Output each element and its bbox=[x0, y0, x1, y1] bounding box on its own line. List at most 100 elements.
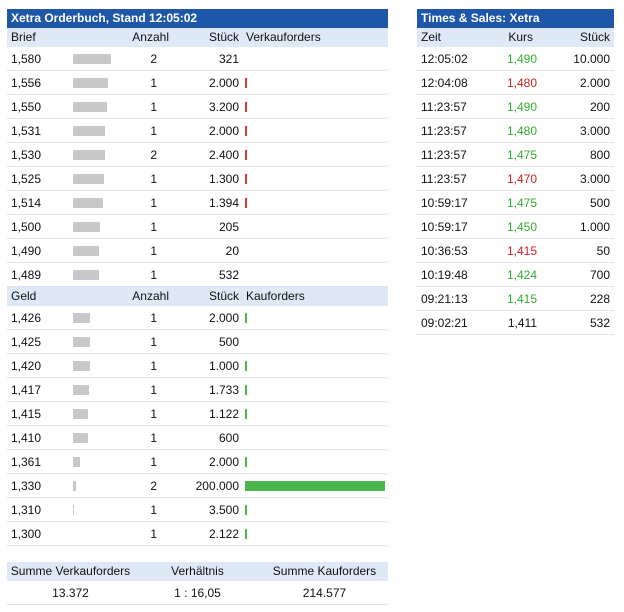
price-cell: 1,514 bbox=[11, 196, 42, 210]
price-cell: 1,361 bbox=[11, 455, 42, 469]
count-cell: 1 bbox=[150, 383, 157, 397]
qty-cell: 1.000 bbox=[208, 359, 239, 373]
depth-bar bbox=[73, 54, 111, 64]
bid-row: 1,330 2 200.000 bbox=[7, 474, 388, 498]
bid-row: 1,420 1 1.000 bbox=[7, 354, 388, 378]
count-cell: 1 bbox=[150, 100, 157, 114]
trade-price: 1,490 bbox=[506, 52, 537, 66]
price-cell: 1,425 bbox=[11, 335, 42, 349]
price-cell: 1,489 bbox=[11, 268, 42, 282]
qty-cell: 2.400 bbox=[208, 148, 239, 162]
trade-price: 1,415 bbox=[506, 292, 537, 306]
bid-row: 1,417 1 1.733 bbox=[7, 378, 388, 402]
count-cell: 1 bbox=[150, 311, 157, 325]
trade-qty: 3.000 bbox=[579, 172, 610, 186]
trade-time: 11:23:57 bbox=[421, 172, 467, 186]
summary-values: 13.372 1 : 16,05 214.577 bbox=[7, 581, 388, 605]
summary-buy-value: 214.577 bbox=[302, 586, 347, 600]
depth-bar bbox=[73, 174, 104, 184]
trade-qty: 800 bbox=[589, 148, 610, 162]
qty-cell: 20 bbox=[225, 244, 239, 258]
count-cell: 1 bbox=[150, 196, 157, 210]
depth-bar bbox=[73, 222, 100, 232]
qty-cell: 532 bbox=[218, 268, 239, 282]
trade-price: 1,411 bbox=[507, 316, 537, 330]
summary-buy-label: Summe Kauforders bbox=[272, 564, 377, 578]
bid-row: 1,410 1 600 bbox=[7, 426, 388, 450]
ask-header: Brief Anzahl Stück Verkauforders bbox=[7, 28, 388, 47]
price-cell: 1,420 bbox=[11, 359, 42, 373]
trade-time: 11:23:57 bbox=[421, 148, 467, 162]
qty-cell: 205 bbox=[218, 220, 239, 234]
depth-bar bbox=[73, 102, 107, 112]
depth-bar bbox=[73, 361, 90, 371]
qty-cell: 2.000 bbox=[208, 311, 239, 325]
count-cell: 1 bbox=[150, 431, 157, 445]
trade-row: 09:21:13 1,415 228 bbox=[417, 287, 614, 311]
sell-volume-bar bbox=[245, 150, 247, 160]
depth-bar bbox=[73, 481, 76, 491]
depth-bar bbox=[73, 150, 105, 160]
trade-row: 10:19:48 1,424 700 bbox=[417, 263, 614, 287]
sell-volume-bar bbox=[245, 174, 247, 184]
qty-cell: 1.122 bbox=[208, 407, 239, 421]
depth-bar bbox=[73, 505, 74, 515]
trade-time: 12:05:02 bbox=[421, 52, 468, 66]
bid-header-orders: Kauforders bbox=[246, 289, 305, 303]
tas-header-time: Zeit bbox=[421, 30, 442, 44]
price-cell: 1,415 bbox=[11, 407, 42, 421]
ask-row: 1,525 1 1.300 bbox=[7, 167, 388, 191]
trade-time: 09:21:13 bbox=[421, 292, 468, 306]
trade-price: 1,450 bbox=[506, 220, 537, 234]
trade-qty: 3.000 bbox=[579, 124, 610, 138]
count-cell: 1 bbox=[150, 244, 157, 258]
qty-cell: 3.200 bbox=[208, 100, 239, 114]
count-cell: 2 bbox=[150, 52, 157, 66]
summary-sell-label: Summe Verkauforders bbox=[10, 564, 131, 578]
ask-row: 1,490 1 20 bbox=[7, 239, 388, 263]
count-cell: 1 bbox=[150, 359, 157, 373]
price-cell: 1,525 bbox=[11, 172, 42, 186]
bid-row: 1,415 1 1.122 bbox=[7, 402, 388, 426]
summary-ratio-label: Verhältnis bbox=[171, 564, 224, 578]
trade-price: 1,415 bbox=[506, 244, 537, 258]
ask-header-count: Anzahl bbox=[132, 30, 169, 44]
price-cell: 1,426 bbox=[11, 311, 42, 325]
trade-row: 10:59:17 1,450 1.000 bbox=[417, 215, 614, 239]
trade-price: 1,424 bbox=[506, 268, 537, 282]
price-cell: 1,580 bbox=[11, 52, 42, 66]
trade-row: 10:59:17 1,475 500 bbox=[417, 191, 614, 215]
trade-qty: 228 bbox=[589, 292, 610, 306]
ask-header-price: Brief bbox=[11, 30, 36, 44]
count-cell: 2 bbox=[150, 479, 157, 493]
bid-header-count: Anzahl bbox=[132, 289, 169, 303]
price-cell: 1,410 bbox=[11, 431, 42, 445]
ask-row: 1,530 2 2.400 bbox=[7, 143, 388, 167]
ask-header-qty: Stück bbox=[208, 30, 239, 44]
trade-row: 11:23:57 1,480 3.000 bbox=[417, 119, 614, 143]
trade-time: 11:23:57 bbox=[421, 124, 467, 138]
trade-price: 1,480 bbox=[506, 124, 537, 138]
count-cell: 1 bbox=[150, 503, 157, 517]
count-cell: 1 bbox=[150, 407, 157, 421]
trade-price: 1,475 bbox=[506, 148, 537, 162]
trade-qty: 1.000 bbox=[579, 220, 610, 234]
ask-header-orders: Verkauforders bbox=[246, 30, 321, 44]
ask-row: 1,531 1 2.000 bbox=[7, 119, 388, 143]
trade-qty: 50 bbox=[596, 244, 610, 258]
orderbook-title: Xetra Orderbuch, Stand 12:05:02 bbox=[7, 9, 388, 28]
buy-volume-bar bbox=[245, 505, 247, 515]
trade-time: 10:59:17 bbox=[421, 220, 468, 234]
times-sales-panel: Times & Sales: Xetra Zeit Kurs Stück 12:… bbox=[417, 9, 614, 335]
price-cell: 1,490 bbox=[11, 244, 42, 258]
count-cell: 2 bbox=[150, 148, 157, 162]
count-cell: 1 bbox=[150, 268, 157, 282]
qty-cell: 2.000 bbox=[208, 455, 239, 469]
bid-row: 1,310 1 3.500 bbox=[7, 498, 388, 522]
trade-row: 11:23:57 1,470 3.000 bbox=[417, 167, 614, 191]
trade-time: 09:02:21 bbox=[421, 316, 468, 330]
bid-row: 1,426 1 2.000 bbox=[7, 306, 388, 330]
trade-qty: 700 bbox=[589, 268, 610, 282]
trade-price: 1,490 bbox=[506, 100, 537, 114]
qty-cell: 321 bbox=[218, 52, 239, 66]
